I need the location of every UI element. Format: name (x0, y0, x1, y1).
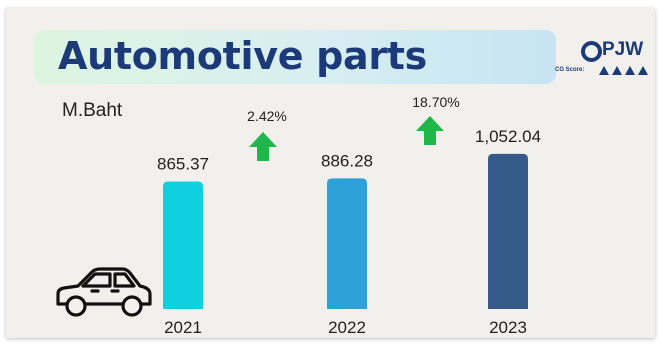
category-label-2021: 2021 (164, 318, 202, 337)
chart-card: Automotive parts PJW CG Score: M.Baht 86… (6, 8, 655, 338)
pjw-logo: PJW CG Score: (555, 38, 655, 82)
data-label-2022: 886.28 (321, 151, 373, 170)
cg-score-stars (599, 66, 648, 75)
bar-2021 (163, 181, 203, 309)
data-label-2023: 1,052.04 (475, 127, 541, 146)
growth-label-1: 2.42% (247, 108, 287, 124)
chart-title: Automotive parts (58, 34, 427, 78)
bar-2023 (488, 153, 528, 309)
up-arrow-icon (249, 132, 277, 161)
growth-label-2: 18.70% (412, 94, 459, 110)
logo-text: PJW (602, 39, 644, 60)
up-arrow-icon (416, 116, 444, 145)
bar-2022 (327, 178, 367, 309)
cg-score-label: CG Score: (555, 67, 585, 73)
title-banner: Automotive parts (34, 30, 556, 84)
category-label-2023: 2023 (489, 318, 527, 337)
category-label-2022: 2022 (328, 318, 366, 337)
car-icon (56, 267, 152, 317)
bar-chart: 865.37 2021 886.28 2022 1,052.04 2023 2.42% 18.… (157, 94, 541, 337)
data-label-2021: 865.37 (157, 154, 209, 173)
unit-label: M.Baht (62, 100, 123, 121)
target-icon (581, 41, 602, 62)
